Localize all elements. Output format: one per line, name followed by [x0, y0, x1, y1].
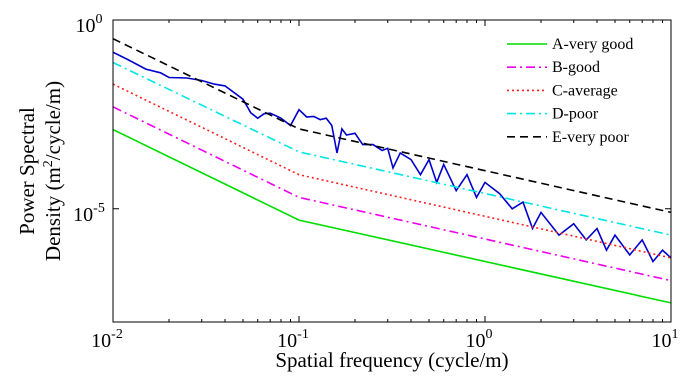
- legend-label-4: E-very poor: [552, 129, 630, 146]
- legend-label-3: D-poor: [552, 106, 599, 123]
- legend-label-2: C-average: [552, 82, 618, 99]
- x-tick-label: 10-1: [277, 327, 309, 352]
- y-axis-title-line1: Power Spectral: [15, 107, 39, 235]
- series-line-0: [113, 128, 671, 304]
- legend-label-1: B-good: [552, 59, 600, 76]
- y-tick-label: 100: [76, 12, 103, 37]
- series-line-4: [113, 37, 671, 214]
- y-axis-title-line2: Density (m2/cycle/m): [41, 81, 65, 261]
- plot-frame: [112, 19, 672, 323]
- series-line-2: [113, 83, 671, 259]
- legend-box: [503, 30, 666, 161]
- x-tick-label: 101: [652, 327, 679, 352]
- series-line-1: [113, 106, 671, 282]
- y-tick-label: 10-5: [73, 201, 105, 226]
- x-axis-title: Spatial frequency (cycle/m): [275, 348, 508, 372]
- x-tick-label: 100: [466, 327, 493, 352]
- x-tick-label: 10-2: [91, 327, 123, 352]
- series-line-3: [113, 61, 671, 236]
- legend-label-0: A-very good: [552, 36, 633, 53]
